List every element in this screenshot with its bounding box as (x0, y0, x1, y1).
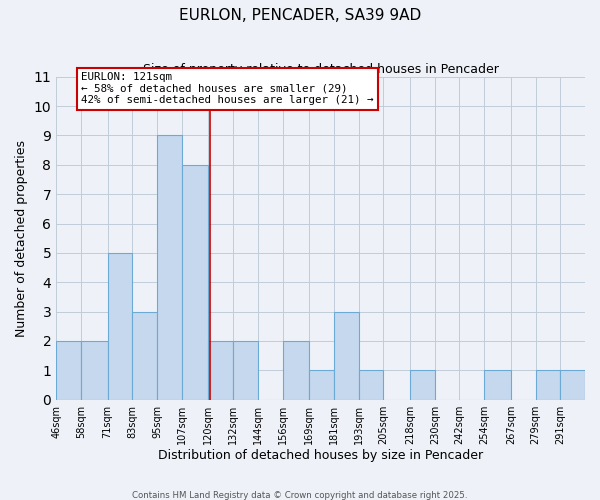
Bar (133, 312, 157, 400)
Bar (536, 370, 560, 400)
Title: Size of property relative to detached houses in Pencader: Size of property relative to detached ho… (143, 62, 499, 76)
Y-axis label: Number of detached properties: Number of detached properties (15, 140, 28, 336)
Text: Contains HM Land Registry data © Crown copyright and database right 2025.: Contains HM Land Registry data © Crown c… (132, 490, 468, 500)
Bar (283, 341, 309, 400)
Bar (107, 253, 133, 400)
Bar (208, 341, 233, 400)
Bar (182, 165, 208, 400)
Bar (484, 370, 511, 400)
Bar (560, 370, 585, 400)
Bar (359, 370, 383, 400)
Bar (233, 341, 258, 400)
Bar (410, 370, 435, 400)
X-axis label: Distribution of detached houses by size in Pencader: Distribution of detached houses by size … (158, 450, 483, 462)
Bar (56, 341, 81, 400)
Bar (334, 312, 359, 400)
Bar (81, 341, 107, 400)
Bar (309, 370, 334, 400)
Text: EURLON, PENCADER, SA39 9AD: EURLON, PENCADER, SA39 9AD (179, 8, 421, 22)
Bar (157, 136, 182, 400)
Text: EURLON: 121sqm
← 58% of detached houses are smaller (29)
42% of semi-detached ho: EURLON: 121sqm ← 58% of detached houses … (81, 72, 373, 106)
